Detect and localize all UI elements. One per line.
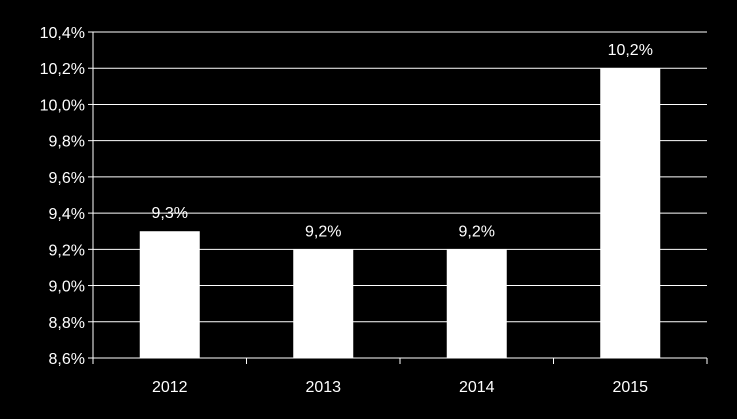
bar [139,231,200,358]
y-tick-label: 8,6% [49,351,85,368]
axes [88,31,708,364]
data-label: 9,2% [459,223,495,240]
y-tick-label: 9,6% [49,170,85,187]
x-tick-label: 2015 [612,379,648,396]
bar [293,249,354,358]
y-tick-label: 9,4% [49,206,85,223]
bar [600,68,661,358]
data-label: 9,3% [152,205,188,222]
y-tick-label: 9,8% [49,134,85,151]
y-tick-labels: 8,6% 8,8% 9,0% 9,2% 9,4% 9,6% 9,8% 10,0% 10,2% 10… [40,25,85,368]
y-tick-label: 9,2% [49,242,85,259]
bar [446,249,507,358]
y-tick-label: 10,2% [40,61,85,78]
bars [139,68,661,358]
x-tick-label: 2012 [152,379,188,396]
y-tick-label: 9,0% [49,279,85,296]
data-label: 9,2% [305,223,341,240]
y-tick-label: 8,8% [49,315,85,332]
data-labels: 9,3% 9,2% 9,2% 10,2% [152,42,653,240]
x-tick-labels: 2012 2013 2014 2015 [152,379,648,396]
x-tick-label: 2014 [459,379,495,396]
y-tick-label: 10,4% [40,25,85,42]
y-tick-label: 10,0% [40,97,85,114]
data-label: 10,2% [608,42,653,59]
x-tick-label: 2013 [305,379,341,396]
